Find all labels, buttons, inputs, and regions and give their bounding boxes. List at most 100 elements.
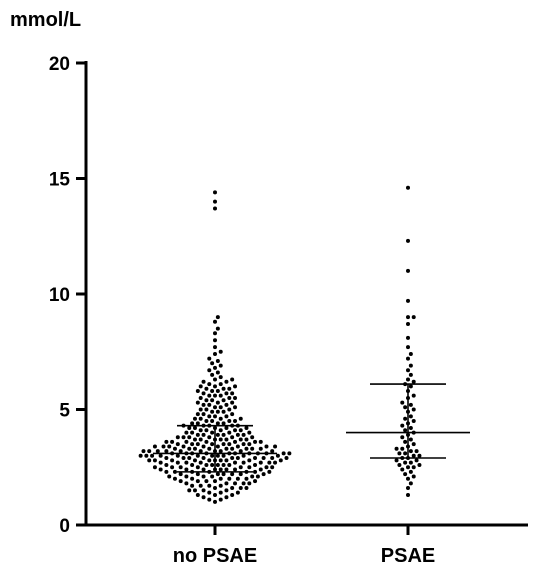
data-point xyxy=(170,439,175,444)
data-point xyxy=(408,402,413,407)
data-point xyxy=(411,419,416,424)
x-category-label: no PSAE xyxy=(173,545,257,567)
data-point xyxy=(400,400,405,405)
data-point xyxy=(213,486,217,491)
data-point xyxy=(411,315,416,320)
axes: 0 5 10 15 20 xyxy=(49,54,528,537)
data-point xyxy=(218,363,223,368)
data-point xyxy=(195,442,200,447)
data-point xyxy=(210,372,215,377)
data-point xyxy=(213,352,217,357)
data-point xyxy=(267,469,272,474)
data-point xyxy=(408,469,413,474)
data-point xyxy=(278,458,283,463)
data-point xyxy=(213,206,217,211)
data-point xyxy=(406,356,410,361)
data-point xyxy=(198,437,203,442)
data-point xyxy=(167,444,172,449)
data-point xyxy=(150,453,155,458)
data-point xyxy=(210,442,215,447)
data-point xyxy=(403,451,408,456)
data-point xyxy=(215,358,220,363)
data-point xyxy=(164,462,169,467)
data-point xyxy=(224,414,229,419)
data-point xyxy=(158,453,163,458)
data-point xyxy=(221,432,226,437)
data-point xyxy=(195,400,200,405)
data-point xyxy=(175,460,180,465)
data-point xyxy=(201,488,206,493)
data-point xyxy=(204,398,209,403)
data-point xyxy=(210,389,215,394)
data-point xyxy=(411,474,416,479)
data-point xyxy=(406,268,410,273)
data-point xyxy=(406,185,410,190)
data-point xyxy=(258,439,263,444)
data-point xyxy=(258,446,263,451)
data-point xyxy=(207,497,212,502)
data-point xyxy=(207,446,212,451)
data-point xyxy=(204,479,209,484)
data-point xyxy=(230,472,235,477)
data-point xyxy=(147,458,152,463)
data-point xyxy=(215,400,220,405)
data-point xyxy=(195,421,200,426)
data-point xyxy=(210,361,215,366)
data-point xyxy=(230,400,235,405)
data-point xyxy=(221,386,226,391)
data-point xyxy=(233,419,238,424)
data-point xyxy=(406,377,410,382)
x-category-label: PSAE xyxy=(381,545,435,567)
data-point xyxy=(184,474,189,479)
data-point xyxy=(230,435,235,440)
data-point xyxy=(204,439,209,444)
data-point xyxy=(210,453,215,458)
data-point xyxy=(397,462,402,467)
data-point xyxy=(164,456,169,461)
data-point xyxy=(152,465,157,470)
data-point xyxy=(400,423,405,428)
data-point xyxy=(264,465,269,470)
data-point xyxy=(224,467,229,472)
data-point xyxy=(213,345,217,350)
data-point xyxy=(227,430,232,435)
data-point xyxy=(241,481,246,486)
data-point xyxy=(233,439,238,444)
data-point xyxy=(400,435,405,440)
data-point xyxy=(204,407,209,412)
data-point xyxy=(406,315,410,320)
data-point xyxy=(233,395,238,400)
data-point xyxy=(406,368,410,373)
data-point xyxy=(213,384,217,389)
data-point xyxy=(281,451,286,456)
data-point xyxy=(227,442,232,447)
data-point xyxy=(218,382,223,387)
data-point xyxy=(204,428,209,433)
data-point xyxy=(267,460,272,465)
data-point xyxy=(213,331,217,336)
data-point xyxy=(411,465,416,470)
data-point xyxy=(247,458,252,463)
data-point xyxy=(218,490,223,495)
data-point xyxy=(250,474,255,479)
data-point xyxy=(273,444,278,449)
data-point xyxy=(261,472,266,477)
data-point xyxy=(213,199,217,204)
data-point xyxy=(213,492,217,497)
data-point xyxy=(201,444,206,449)
data-point xyxy=(172,476,177,481)
y-tick-label: 0 xyxy=(59,516,70,537)
data-point xyxy=(201,432,206,437)
data-point xyxy=(207,382,212,387)
data-point xyxy=(187,425,192,430)
data-point xyxy=(406,238,410,243)
data-point xyxy=(195,432,200,437)
data-point xyxy=(192,416,197,421)
data-point xyxy=(167,474,172,479)
data-point xyxy=(207,458,212,463)
data-point xyxy=(218,449,223,454)
data-point xyxy=(224,391,229,396)
data-point xyxy=(207,402,212,407)
data-point xyxy=(233,384,238,389)
data-point xyxy=(244,437,249,442)
